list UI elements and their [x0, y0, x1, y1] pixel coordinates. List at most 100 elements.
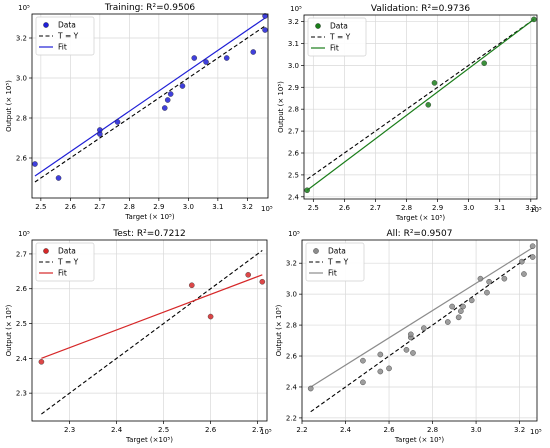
legend-label-data: Data [58, 247, 76, 256]
legend-label-data: Data [58, 21, 76, 30]
legend-label-identity: T = Y [57, 258, 79, 267]
y-tick-label: 2.5 [288, 171, 299, 179]
x-axis-label: Target (×10⁵) [125, 436, 173, 444]
legend-label-fit: Fit [58, 43, 67, 52]
data-point [455, 314, 462, 321]
data-point [458, 308, 464, 314]
data-point [481, 60, 487, 66]
x-tick-label: 3.1 [494, 204, 505, 212]
y-exponent-label: 10⁵ [290, 5, 302, 13]
plot-frame [301, 239, 538, 422]
x-tick-label: 2.4 [111, 426, 123, 434]
identity-line [306, 18, 535, 180]
legend-marker-data [43, 22, 49, 28]
y-tick-label: 3.2 [16, 35, 27, 43]
x-tick-label: 2.3 [64, 426, 75, 434]
y-exponent-label: 10⁵ [18, 4, 30, 12]
data-point [161, 105, 168, 111]
data-point [188, 282, 195, 289]
x-tick-label: 2.6 [383, 426, 395, 434]
x-exponent-label: 10⁵ [260, 428, 272, 436]
data-point [386, 365, 392, 372]
plot-frame [31, 239, 268, 422]
legend-label-fit: Fit [58, 269, 67, 278]
y-tick-label: 2.8 [286, 322, 297, 330]
data-point [484, 289, 490, 296]
legend-label-identity: T = Y [327, 258, 349, 267]
x-tick-label: 3.0 [183, 203, 194, 211]
x-tick-label: 3.2 [242, 203, 253, 211]
data-point [304, 187, 310, 194]
data-point [223, 55, 230, 61]
x-tick-label: 2.7 [370, 204, 381, 212]
data-point [477, 275, 484, 282]
data-point [167, 91, 174, 97]
y-axis-label: Output (× 10⁵) [5, 80, 13, 132]
y-tick-label: 2.7 [288, 128, 299, 136]
data-point [250, 49, 257, 55]
data-point [360, 357, 366, 364]
y-tick-label: 2.4 [288, 193, 300, 201]
data-point [377, 368, 384, 375]
chart-panel-3: 2.3 2.4 2.5 2.6 2.7 2.3 2.4 2.5 2.6 2.7 Test: R²=0… [5, 229, 272, 444]
legend-label-data: Data [328, 247, 346, 256]
data-point [32, 161, 38, 167]
data-point [410, 350, 416, 356]
data-point [38, 359, 45, 365]
x-tick-label: 3.0 [463, 204, 474, 212]
y-tick-label: 2.4 [16, 355, 28, 363]
x-tick-label: 2.6 [65, 203, 77, 211]
legend-box [35, 16, 95, 56]
x-tick-label: 2.8 [427, 426, 438, 434]
data-point [360, 379, 366, 386]
y-tick-label: 2.2 [286, 414, 297, 422]
data-point [431, 80, 438, 86]
fit-line [41, 274, 263, 359]
x-tick-label: 2.5 [158, 426, 169, 434]
data-point [468, 297, 475, 304]
legend-marker-data [43, 248, 49, 254]
data-point [531, 16, 537, 23]
y-tick-label: 3.2 [286, 260, 297, 268]
legend-marker-data [315, 23, 321, 29]
x-tick-label: 2.4 [340, 426, 352, 434]
y-tick-label: 3.2 [288, 18, 299, 26]
legend-box [35, 242, 95, 282]
legend-label-data: Data [330, 22, 348, 31]
data-point [114, 119, 121, 125]
x-tick-label: 2.9 [153, 203, 164, 211]
legend-label-identity: T = Y [57, 32, 79, 41]
data-point [179, 83, 186, 89]
chart-panel-1: 2.5 2.6 2.7 2.8 2.9 3.0 3.1 3.2 2.6 2.8 3.0 3.2 Trai… [5, 3, 273, 221]
chart-panel-4: 2.2 2.4 2.6 2.8 3.0 3.2 2.2 2.4 2.6 2.8 3.0 3.2 All:… [275, 229, 542, 444]
data-point [529, 254, 536, 260]
x-tick-label: 2.9 [432, 204, 443, 212]
panel-title: All: R²=0.9507 [387, 229, 453, 239]
x-exponent-label: 10⁵ [530, 428, 542, 436]
y-tick-label: 3.0 [16, 75, 27, 83]
x-tick-label: 3.0 [471, 426, 482, 434]
chart-panel-2: 2.5 2.6 2.7 2.8 2.9 3.0 3.1 3.2 2.4 2.5 2.6 2.7 2.8 2… [277, 4, 542, 222]
x-tick-label: 2.2 [296, 426, 307, 434]
x-axis-label: Target (× 10⁵) [124, 213, 174, 221]
identity-line [34, 25, 266, 183]
x-tick-label: 2.7 [252, 426, 263, 434]
x-tick-label: 2.6 [205, 426, 217, 434]
data-point [529, 243, 536, 249]
plot-frame [31, 13, 269, 199]
legend-label-fit: Fit [328, 269, 337, 278]
x-tick-label: 2.8 [401, 204, 412, 212]
y-tick-label: 2.3 [16, 390, 27, 398]
y-axis-label: Output (× 10⁵) [275, 304, 283, 356]
y-axis-label: Output (× 10⁵) [5, 304, 13, 356]
fit-line [34, 17, 266, 177]
y-exponent-label: 10⁵ [288, 230, 300, 238]
legend-box [307, 17, 367, 57]
legend-label-fit: Fit [330, 44, 339, 53]
y-tick-label: 2.6 [288, 150, 300, 158]
data-point [164, 97, 171, 103]
data-point [407, 331, 414, 338]
y-tick-label: 3.1 [288, 40, 299, 48]
